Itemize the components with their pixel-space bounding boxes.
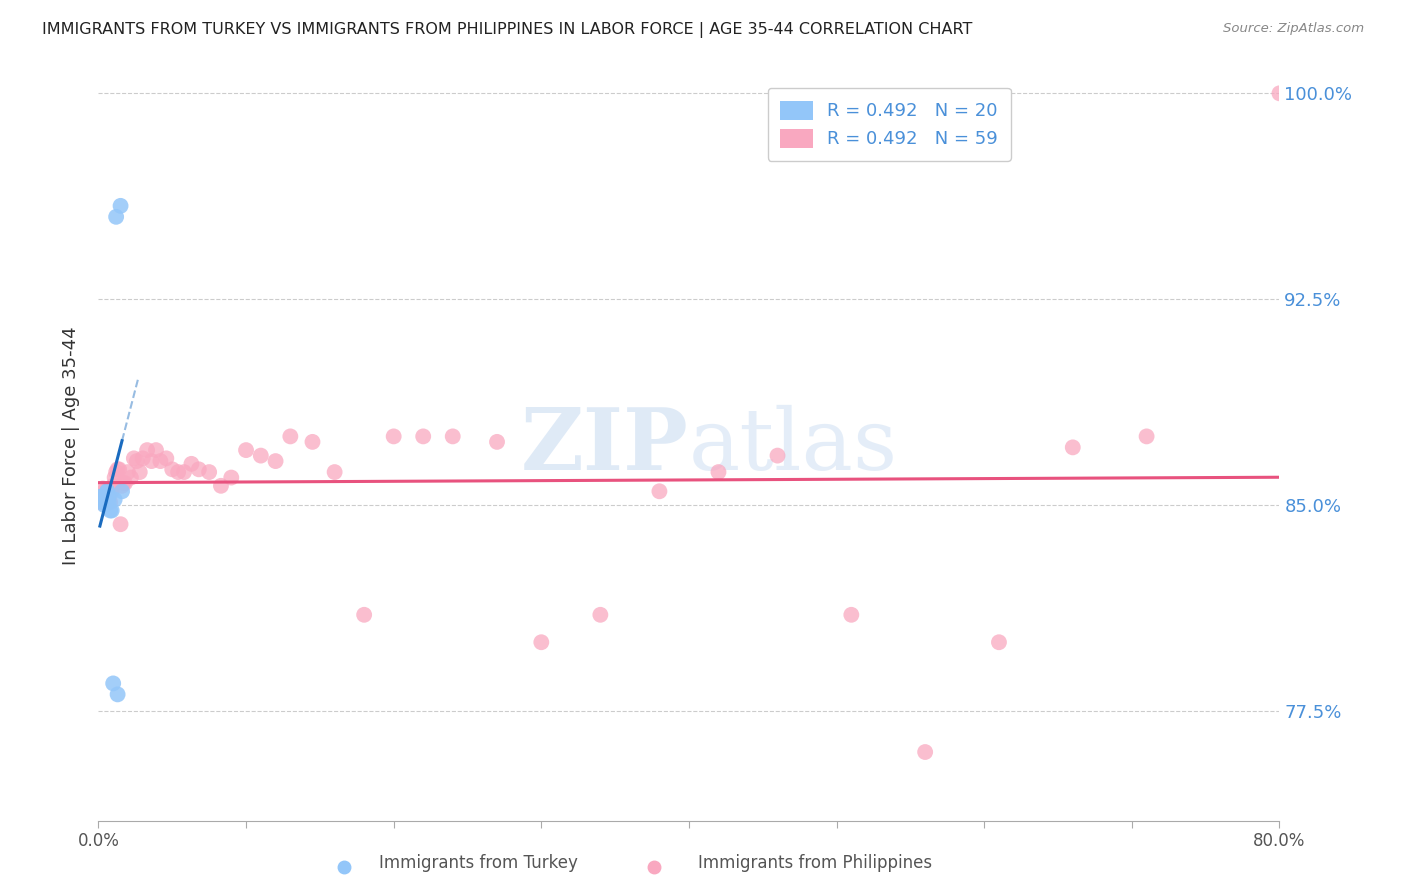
Point — [149, 454, 172, 468]
Point — [105, 465, 128, 479]
Point — [93, 498, 115, 512]
Point — [90, 490, 112, 504]
Point — [91, 495, 114, 509]
Point — [180, 457, 202, 471]
Point — [98, 495, 121, 509]
Point — [111, 479, 134, 493]
Point — [96, 484, 118, 499]
Point — [235, 443, 257, 458]
Point — [198, 465, 221, 479]
Point — [105, 210, 128, 224]
Point — [648, 484, 671, 499]
Point — [96, 484, 118, 499]
Legend: R = 0.492   N = 20, R = 0.492   N = 59: R = 0.492 N = 20, R = 0.492 N = 59 — [768, 88, 1011, 161]
Point — [914, 745, 936, 759]
Point — [1136, 429, 1159, 443]
Point — [530, 635, 553, 649]
Point — [114, 476, 136, 491]
Point — [112, 476, 135, 491]
Point — [145, 443, 167, 458]
Text: atlas: atlas — [689, 404, 898, 488]
Point — [111, 484, 134, 499]
Point — [91, 492, 114, 507]
Point — [209, 479, 232, 493]
Point — [353, 607, 375, 622]
Point — [125, 454, 148, 468]
Point — [707, 465, 730, 479]
Point — [141, 454, 163, 468]
Point — [486, 434, 509, 449]
Point — [120, 470, 142, 484]
Point — [323, 465, 346, 479]
Point — [89, 490, 111, 504]
Point — [98, 503, 121, 517]
Point — [841, 607, 863, 622]
Point — [250, 449, 273, 463]
Point — [94, 495, 117, 509]
Point — [441, 429, 464, 443]
Point — [93, 484, 115, 499]
Point — [97, 492, 120, 507]
Text: Source: ZipAtlas.com: Source: ZipAtlas.com — [1223, 22, 1364, 36]
Point — [162, 462, 183, 476]
Point — [128, 465, 150, 479]
Point — [173, 465, 195, 479]
Point — [167, 465, 190, 479]
Point — [766, 449, 789, 463]
Point — [110, 199, 132, 213]
Point — [187, 462, 209, 476]
Point — [108, 462, 131, 476]
Point — [104, 470, 127, 484]
Point — [94, 490, 117, 504]
Point — [100, 484, 122, 499]
Y-axis label: In Labor Force | Age 35-44: In Labor Force | Age 35-44 — [62, 326, 80, 566]
Point — [103, 676, 125, 690]
Point — [136, 443, 159, 458]
Point — [264, 454, 287, 468]
Text: ZIP: ZIP — [522, 404, 689, 488]
Point — [221, 470, 243, 484]
Point — [117, 465, 139, 479]
Point — [382, 429, 405, 443]
Point — [97, 495, 120, 509]
Text: Immigrants from Turkey: Immigrants from Turkey — [378, 855, 578, 872]
Point — [107, 687, 129, 701]
Point — [94, 492, 117, 507]
Point — [103, 479, 125, 493]
Point — [110, 517, 132, 532]
Point — [107, 462, 129, 476]
Point — [122, 451, 145, 466]
Text: IMMIGRANTS FROM TURKEY VS IMMIGRANTS FROM PHILIPPINES IN LABOR FORCE | AGE 35-44: IMMIGRANTS FROM TURKEY VS IMMIGRANTS FRO… — [42, 22, 973, 38]
Point — [1268, 87, 1291, 101]
Point — [589, 607, 612, 622]
Point — [94, 490, 117, 504]
Point — [90, 495, 112, 509]
Point — [1062, 441, 1084, 455]
Point — [988, 635, 1011, 649]
Point — [412, 429, 434, 443]
Point — [301, 434, 323, 449]
Text: Immigrants from Philippines: Immigrants from Philippines — [699, 855, 932, 872]
Point — [100, 503, 122, 517]
Point — [89, 490, 111, 504]
Point — [280, 429, 302, 443]
Point — [132, 451, 155, 466]
Point — [155, 451, 177, 466]
Point — [97, 490, 120, 504]
Point — [96, 484, 118, 499]
Point — [104, 492, 127, 507]
Point — [91, 482, 114, 496]
